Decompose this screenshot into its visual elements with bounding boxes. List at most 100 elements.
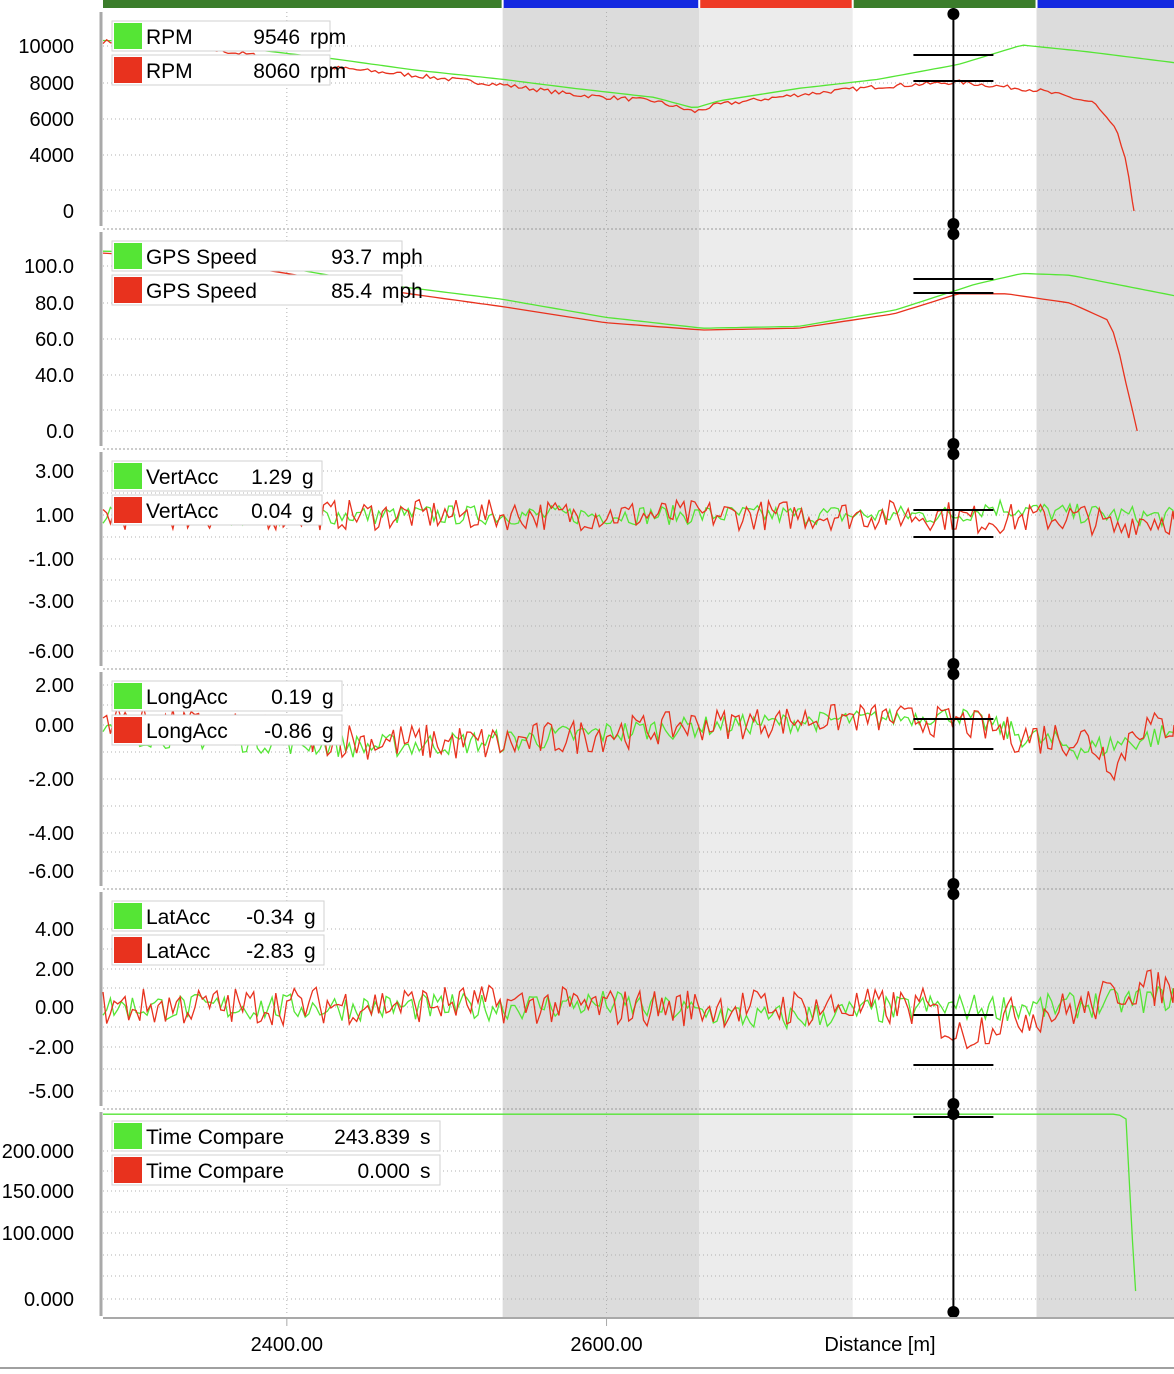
legend-swatch [114,243,142,269]
legend-value: 243.839 [334,1126,410,1149]
sector-segment-3 [852,0,1037,8]
legend-swatch [114,683,142,709]
legend-box [111,900,325,932]
series-line-latacc-0 [102,985,1174,1031]
y-tick-label-latacc-2: 0.00 [35,997,74,1019]
y-tick-label-rpm-4: 0 [63,201,74,223]
legend-name: VertAcc [146,466,218,489]
legend-name: GPS Speed [146,280,257,303]
shaded-bands [502,8,1174,1318]
cursor-handle-9[interactable] [947,1098,960,1110]
sector-segment-2 [699,0,853,8]
legend-name: GPS Speed [146,246,257,269]
cursor-handle-8[interactable] [947,888,960,900]
sector-divider-3 [851,0,854,8]
y-tick-label-longacc-3: -4.00 [28,823,74,845]
cursor-handle-0[interactable] [947,8,960,20]
legend-box [111,714,343,746]
sector-divider-2 [698,0,701,8]
y-tick-label-longacc-1: 0.00 [35,715,74,737]
panel-timecompare: 200.000 150.000 100.000 0.000 Time Compare 24… [2,1108,1174,1316]
y-tick-label-vertacc-4: -6.00 [28,641,74,663]
legend-swatch [114,903,142,929]
legend-unit: mph [382,280,423,303]
cursor-handle-5[interactable] [947,658,960,670]
cursor-handle-6[interactable] [947,668,960,680]
legend-swatch [114,717,142,743]
series-line-latacc-1 [102,969,1174,1050]
legend-box [111,54,331,86]
series-line-timecompare-0 [103,1113,1137,1292]
x-axis-label: Distance [m] [824,1334,935,1356]
legend-unit: rpm [310,26,346,49]
cursor-handle-1[interactable] [947,218,960,230]
legend-value: 1.29 [251,466,292,489]
legend-entry-rpm-1: RPM 8060 rpm [111,54,346,86]
y-tick-label-longacc-4: -6.00 [28,861,74,883]
cursor-handle-7[interactable] [947,878,960,890]
legend-entry-longacc-0: LongAcc 0.19 g [111,680,343,712]
cursor-handle-3[interactable] [947,438,960,450]
legend-unit: g [322,720,334,743]
y-tick-label-longacc-2: -2.00 [28,769,74,791]
y-tick-label-latacc-3: -2.00 [28,1037,74,1059]
legend-entry-vertacc-1: VertAcc 0.04 g [111,494,323,526]
legend-unit: mph [382,246,423,269]
legend-unit: g [304,906,316,929]
legend-box [111,680,343,712]
panel-rpm: 10000 8000 6000 4000 0 RPM 9546 rpm RPM 8060 rpm [18,12,1174,226]
cursor-handle-10[interactable] [947,1108,960,1120]
legend-unit: g [322,686,334,709]
legend-unit: s [420,1126,431,1149]
legend-entry-vertacc-0: VertAcc 1.29 g [111,460,323,492]
y-tick-label-rpm-1: 8000 [30,73,75,95]
legend-value: 85.4 [331,280,372,303]
legend-box [111,20,331,52]
cursor-group[interactable] [913,8,994,1318]
cursor-handle-4[interactable] [947,448,960,460]
legend-swatch [114,1157,142,1183]
legend-value: 9546 [253,26,300,49]
legend-name: RPM [146,60,193,83]
legend-name: LongAcc [146,720,228,743]
legend-name: LatAcc [146,940,210,963]
legend-entry-latacc-0: LatAcc -0.34 g [111,900,325,932]
sector-segment-0 [103,0,503,8]
x-tick-label-0: 2400.00 [251,1334,323,1356]
legend-value: -0.34 [246,906,294,929]
legend-entry-speed-0: GPS Speed 93.7 mph [111,240,423,272]
y-tick-label-speed-1: 80.0 [35,293,74,315]
legend-swatch [114,1123,142,1149]
legend-box [111,240,403,272]
legend-swatch [114,277,142,303]
legend-unit: g [302,500,314,523]
series-line-rpm-0 [102,39,1174,108]
legend-unit: s [420,1160,431,1183]
y-tick-label-rpm-2: 6000 [30,109,75,131]
y-tick-label-latacc-4: -5.00 [28,1081,74,1103]
y-tick-label-latacc-1: 2.00 [35,959,74,981]
legend-entry-speed-1: GPS Speed 85.4 mph [111,274,423,306]
y-tick-label-timecompare-1: 150.000 [2,1181,74,1203]
legend-name: LongAcc [146,686,228,709]
cursor-handle-2[interactable] [947,228,960,240]
cursor-handle-11[interactable] [947,1306,960,1318]
legend-box [111,934,325,966]
legend-value: -0.86 [264,720,312,743]
shaded-band-0 [502,8,700,1318]
legend-value: -2.83 [246,940,294,963]
legend-swatch [114,23,142,49]
shaded-band-1 [699,8,853,1318]
sector-segment-4 [1036,0,1174,8]
legend-name: Time Compare [146,1126,284,1149]
legend-entry-timecompare-0: Time Compare 243.839 s [111,1120,441,1152]
y-tick-label-speed-4: 0.0 [46,421,74,443]
y-tick-label-speed-0: 100.0 [24,256,74,278]
y-tick-label-vertacc-1: 1.00 [35,505,74,527]
shaded-band-2 [1036,8,1174,1318]
legend-name: LatAcc [146,906,210,929]
